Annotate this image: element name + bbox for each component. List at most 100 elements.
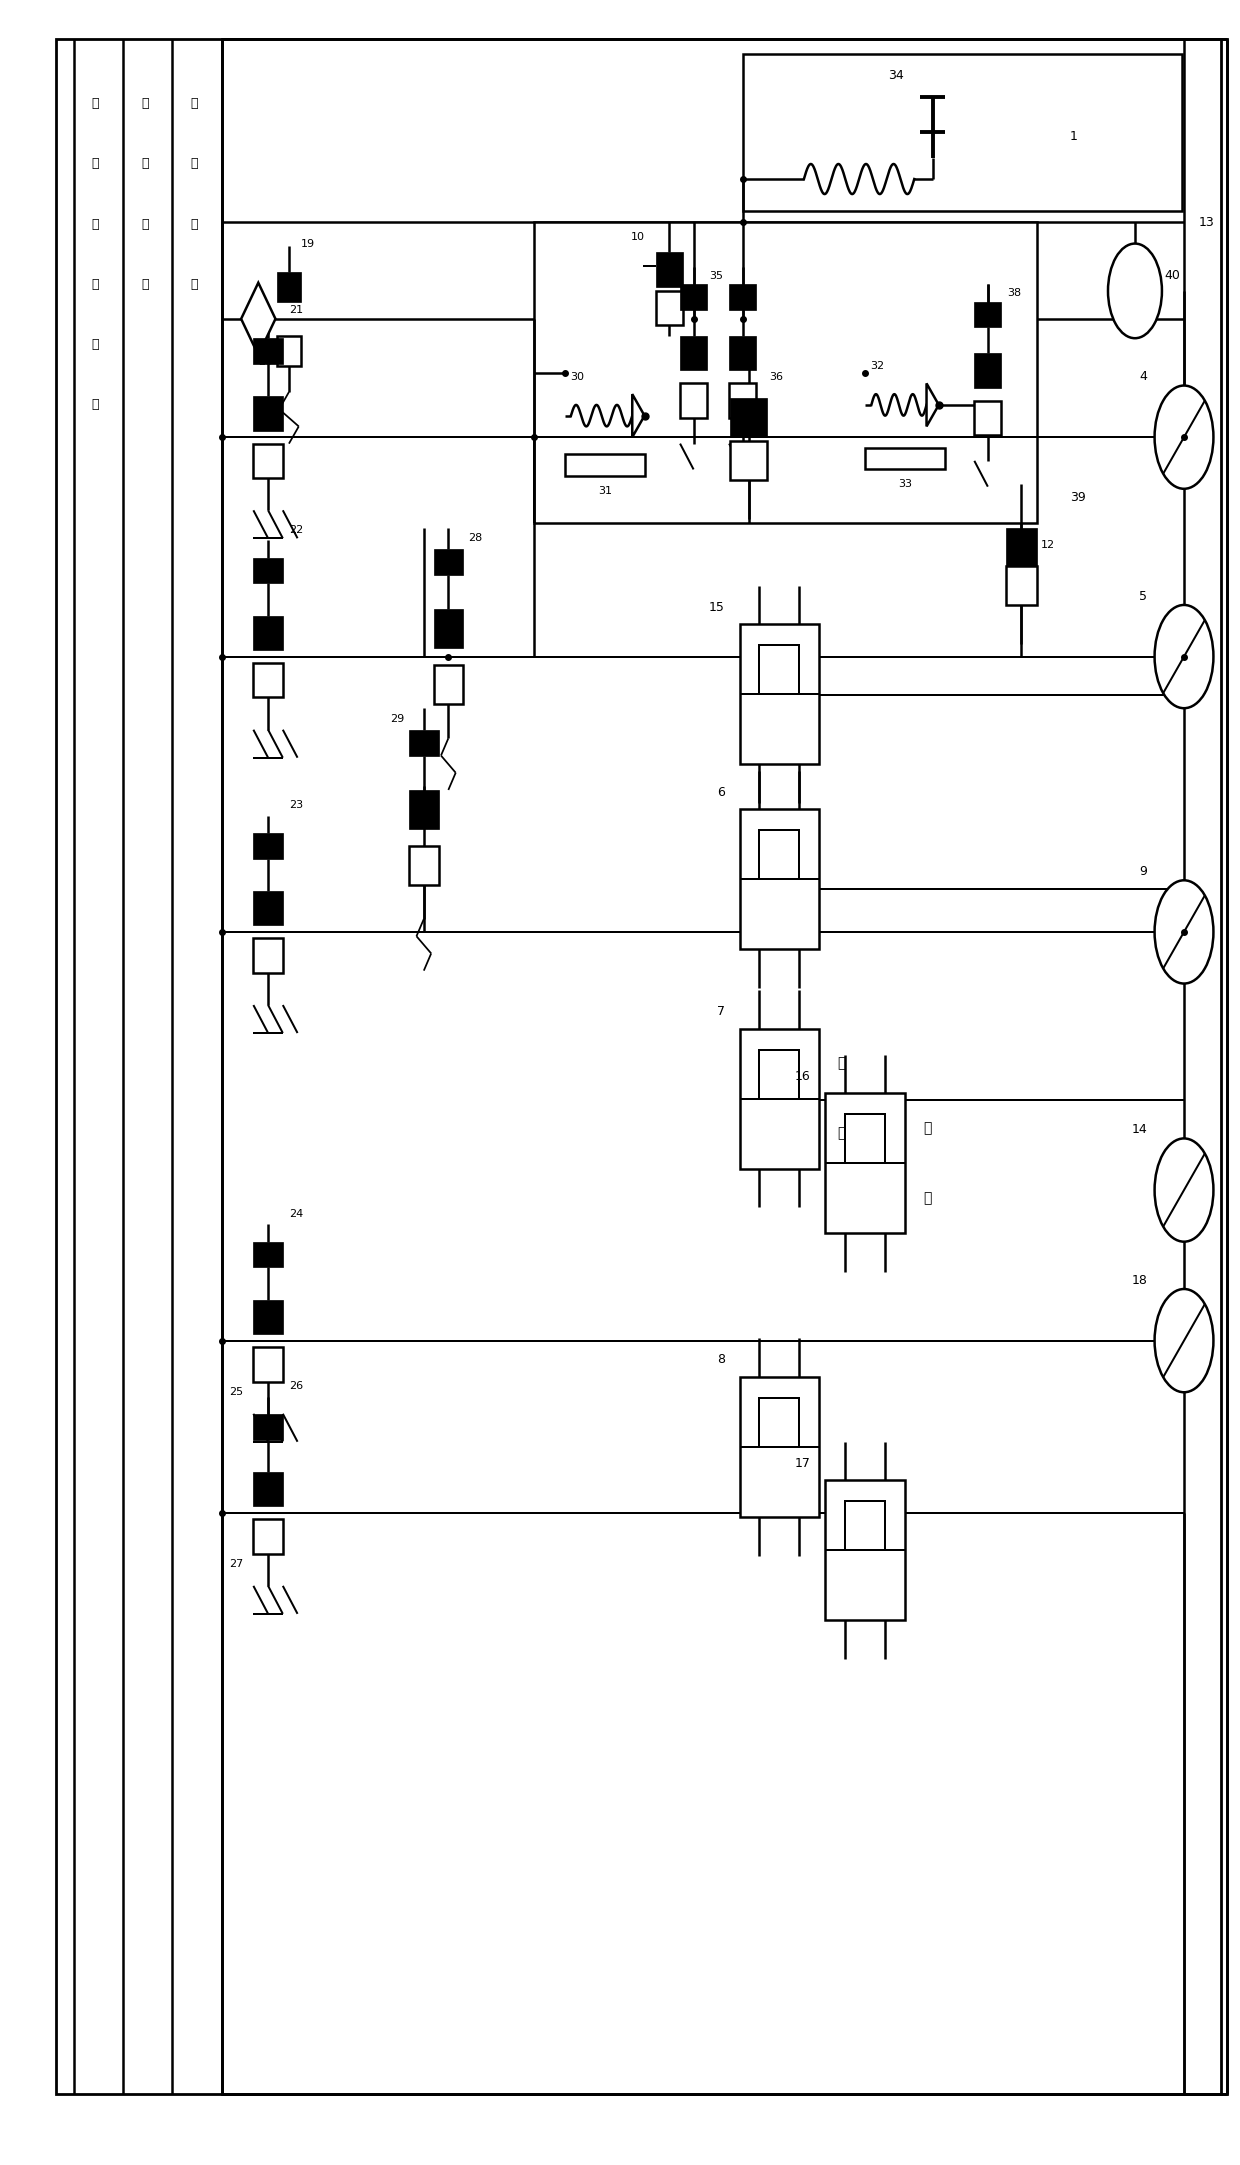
Bar bbox=[253, 1520, 283, 1554]
Text: 压: 压 bbox=[141, 158, 149, 171]
Bar bbox=[739, 810, 820, 948]
Text: 压: 压 bbox=[92, 158, 99, 171]
Text: 液: 液 bbox=[141, 97, 149, 110]
Text: 13: 13 bbox=[1199, 216, 1214, 229]
Bar bbox=[656, 290, 682, 325]
Text: 单: 单 bbox=[191, 219, 198, 232]
Bar bbox=[253, 396, 283, 431]
Text: 米: 米 bbox=[837, 1126, 846, 1141]
Text: 25: 25 bbox=[229, 1388, 243, 1396]
Bar bbox=[253, 937, 283, 972]
Bar bbox=[826, 1093, 905, 1234]
Bar bbox=[759, 1399, 800, 1446]
Text: 19: 19 bbox=[301, 238, 315, 249]
Text: 元: 元 bbox=[141, 277, 149, 290]
Bar bbox=[434, 608, 463, 647]
Bar bbox=[1006, 567, 1037, 604]
Text: 23: 23 bbox=[289, 801, 303, 810]
Bar bbox=[253, 834, 283, 860]
Text: 10: 10 bbox=[630, 232, 645, 242]
Bar bbox=[253, 615, 283, 649]
Bar bbox=[253, 338, 283, 364]
Text: 制: 制 bbox=[92, 277, 99, 290]
Text: 18: 18 bbox=[1131, 1273, 1147, 1286]
Text: 7: 7 bbox=[717, 1005, 725, 1018]
Text: 21: 21 bbox=[289, 305, 303, 316]
Bar bbox=[729, 284, 756, 310]
Text: 单: 单 bbox=[141, 219, 149, 232]
Text: 元: 元 bbox=[191, 277, 198, 290]
Bar bbox=[277, 336, 301, 366]
Text: 38: 38 bbox=[1007, 288, 1022, 299]
Bar bbox=[759, 645, 800, 695]
Text: 33: 33 bbox=[899, 478, 913, 489]
Bar bbox=[975, 401, 1002, 435]
Text: 5: 5 bbox=[1140, 589, 1147, 602]
Bar bbox=[253, 1299, 283, 1334]
Text: 米: 米 bbox=[923, 1121, 931, 1134]
Text: 22: 22 bbox=[289, 524, 304, 535]
Circle shape bbox=[1154, 385, 1214, 489]
Text: 米: 米 bbox=[923, 1191, 931, 1206]
Text: 液: 液 bbox=[92, 97, 99, 110]
Text: 37: 37 bbox=[660, 271, 675, 281]
Bar bbox=[975, 301, 1002, 327]
Text: 1: 1 bbox=[1070, 130, 1078, 143]
Text: 27: 27 bbox=[229, 1559, 243, 1570]
Bar bbox=[434, 550, 463, 576]
Text: 控: 控 bbox=[92, 219, 99, 232]
Text: 9: 9 bbox=[1140, 866, 1147, 879]
Text: 6: 6 bbox=[717, 786, 725, 799]
Bar bbox=[846, 1115, 885, 1163]
Bar bbox=[759, 1050, 800, 1098]
Text: 量: 量 bbox=[191, 158, 198, 171]
Text: 12: 12 bbox=[1040, 539, 1055, 550]
Bar bbox=[253, 559, 283, 582]
Text: 系: 系 bbox=[92, 338, 99, 351]
Text: 20: 20 bbox=[258, 357, 273, 366]
Bar bbox=[534, 223, 1037, 524]
Text: 34: 34 bbox=[888, 69, 904, 82]
Bar bbox=[729, 336, 756, 370]
Circle shape bbox=[1154, 1288, 1214, 1392]
Text: 26: 26 bbox=[289, 1381, 303, 1390]
Bar bbox=[729, 383, 756, 418]
Text: 4: 4 bbox=[1140, 370, 1147, 383]
Bar bbox=[253, 1347, 283, 1381]
Bar bbox=[866, 448, 945, 470]
Bar bbox=[759, 831, 800, 879]
Bar bbox=[743, 54, 1182, 212]
Bar bbox=[253, 662, 283, 697]
Bar bbox=[846, 1503, 885, 1550]
Bar bbox=[253, 892, 283, 924]
Text: 测: 测 bbox=[191, 97, 198, 110]
Text: 40: 40 bbox=[1164, 268, 1180, 281]
Text: 36: 36 bbox=[770, 372, 784, 381]
Bar bbox=[409, 790, 439, 829]
Text: 29: 29 bbox=[389, 714, 404, 723]
Polygon shape bbox=[241, 284, 275, 355]
Polygon shape bbox=[926, 383, 939, 427]
Polygon shape bbox=[632, 394, 645, 437]
Bar bbox=[739, 1028, 820, 1169]
Circle shape bbox=[1154, 1139, 1214, 1243]
Bar bbox=[730, 398, 768, 437]
Text: 24: 24 bbox=[289, 1208, 304, 1219]
Bar bbox=[739, 1377, 820, 1518]
Bar bbox=[680, 336, 707, 370]
Bar bbox=[739, 624, 820, 764]
Text: 35: 35 bbox=[709, 271, 723, 281]
Bar bbox=[409, 730, 439, 756]
Text: 14: 14 bbox=[1131, 1124, 1147, 1137]
Text: 30: 30 bbox=[570, 372, 584, 381]
Bar bbox=[222, 39, 1221, 2094]
Bar bbox=[253, 1472, 283, 1507]
Bar bbox=[253, 1414, 283, 1440]
Bar bbox=[680, 383, 707, 418]
Text: 统: 统 bbox=[92, 398, 99, 411]
Text: 15: 15 bbox=[709, 600, 725, 613]
Text: 17: 17 bbox=[795, 1457, 811, 1470]
Bar bbox=[656, 251, 682, 286]
Text: 31: 31 bbox=[598, 485, 613, 496]
Text: 28: 28 bbox=[467, 533, 482, 543]
